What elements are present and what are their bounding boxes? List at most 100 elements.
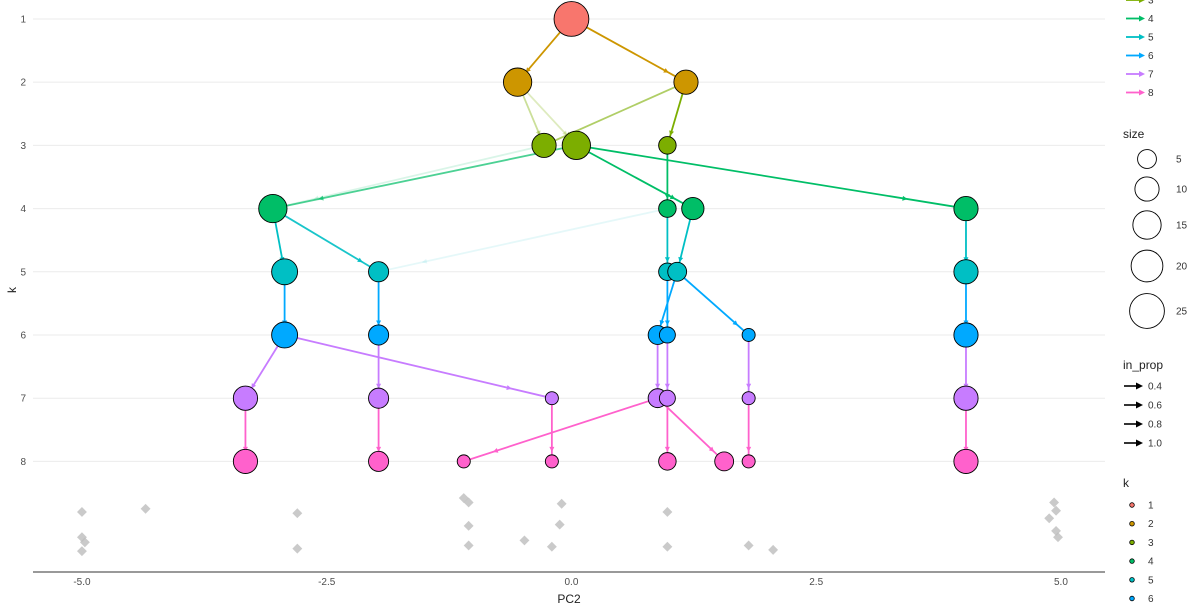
gray-point (743, 540, 754, 551)
edge-arrowhead (655, 383, 661, 389)
legend-k-point (1129, 539, 1135, 546)
legend-arrow-label: 7 (1148, 70, 1154, 81)
gray-point (768, 544, 779, 555)
edge-arrowhead (251, 383, 257, 389)
legend-in-prop-label: 0.8 (1148, 420, 1162, 431)
legend-arrow-head (1139, 0, 1145, 3)
legend-k-label: 1 (1148, 501, 1154, 512)
legends: size in_prop k 3456785101520250.40.60.81… (1123, 0, 1188, 605)
node-circle (667, 261, 688, 282)
legend-size-circle (1132, 210, 1162, 240)
y-tick-label: 8 (20, 457, 26, 468)
gray-point (292, 543, 303, 554)
gray-point (1053, 532, 1063, 543)
edge-arrowhead (678, 256, 684, 263)
edge-arrowhead (318, 195, 324, 201)
gray-point (77, 507, 87, 517)
edge-line (272, 144, 577, 210)
legend-k-point (1129, 558, 1135, 564)
y-tick-label: 6 (20, 330, 26, 341)
edges (242, 18, 969, 463)
x-tick-label: 0.0 (564, 577, 578, 588)
y-axis-title: k (5, 286, 19, 293)
legend-arrow-head (1139, 52, 1145, 59)
legend-size-title: size (1123, 127, 1145, 141)
y-tick-label: 7 (20, 394, 26, 405)
gray-point (662, 507, 673, 517)
legend-arrow-head (1139, 34, 1145, 40)
gray-point (662, 541, 673, 552)
legend-size-label: 20 (1176, 262, 1188, 273)
node-circle (714, 451, 735, 472)
y-tick-label: 1 (20, 14, 26, 25)
node-circle (368, 261, 390, 283)
legend-arrow-label: 8 (1148, 88, 1154, 99)
gray-point (546, 541, 557, 552)
edge-arrowhead (357, 257, 363, 263)
legend-size-circle (1130, 249, 1164, 283)
edge-arrowhead (376, 383, 382, 389)
legend-arrow-head (1139, 89, 1145, 96)
node-circle (271, 321, 299, 349)
edge-arrowhead (902, 195, 908, 201)
node-circle (953, 448, 979, 474)
legend-in-prop-head (1136, 401, 1143, 409)
x-axis-title: PC2 (557, 592, 581, 606)
edge-arrowhead (669, 194, 676, 200)
edge-arrowhead (506, 385, 512, 390)
gray-points (77, 493, 1063, 557)
node-circle (561, 130, 591, 160)
y-tick-label: 5 (20, 267, 26, 278)
node-circle (673, 69, 699, 95)
legend-size-circle (1134, 176, 1160, 202)
node-circle (741, 328, 756, 342)
gray-point (79, 537, 90, 548)
legend-in-prop-label: 1.0 (1148, 439, 1162, 450)
legend-size-label: 15 (1176, 221, 1188, 232)
edge-arrowhead (669, 130, 674, 136)
legend-k-label: 2 (1148, 519, 1154, 530)
edge-arrowhead (664, 194, 670, 200)
node-circle (658, 389, 676, 407)
legend-k-label: 5 (1148, 575, 1154, 586)
edge-arrowhead (659, 319, 665, 326)
node-circle (658, 136, 677, 155)
gridlines (33, 18, 1105, 462)
gray-point (292, 508, 303, 519)
legend-in-prop-label: 0.4 (1148, 382, 1162, 393)
edge-arrowhead (376, 446, 382, 452)
edge-arrowhead (664, 257, 670, 263)
edge-arrowhead (746, 446, 752, 452)
gray-point (556, 498, 567, 509)
tick-labels: 1 2 3 4 5 6 7 8 -5.0 -2.5 0.0 2.5 5.0 (20, 14, 1068, 588)
legend-arrow-label: 4 (1148, 14, 1154, 25)
node-circle (681, 196, 705, 221)
gray-point (1044, 513, 1055, 524)
edge-arrowhead (492, 447, 499, 453)
edge-arrowhead (664, 383, 670, 389)
legend-in-prop-title: in_prop (1123, 358, 1163, 372)
y-tick-label: 2 (20, 78, 26, 89)
legend-k-title: k (1123, 476, 1130, 490)
node-circle (544, 454, 559, 469)
x-tick-label: 5.0 (1054, 577, 1068, 588)
legend-size-label: 25 (1176, 307, 1188, 318)
node-circle (368, 387, 390, 409)
node-circle (953, 259, 979, 285)
legend-k-point (1129, 521, 1135, 527)
node-circle (553, 1, 590, 37)
edge-arrowhead (549, 446, 555, 452)
node-circle (953, 385, 979, 411)
x-tick-label: 2.5 (809, 577, 823, 588)
legend-k-label: 3 (1148, 538, 1154, 549)
axes: PC2 k (5, 286, 1105, 606)
legend-size-label: 10 (1176, 185, 1188, 196)
node-circle (658, 452, 677, 471)
gray-point (77, 546, 87, 557)
legend-size-circle (1137, 149, 1157, 169)
edge-arrowhead (746, 383, 752, 389)
legend-size-label: 5 (1176, 155, 1182, 166)
edge-line (378, 207, 668, 273)
node-circle (741, 391, 756, 406)
legend-arrow-label: 6 (1148, 51, 1154, 62)
